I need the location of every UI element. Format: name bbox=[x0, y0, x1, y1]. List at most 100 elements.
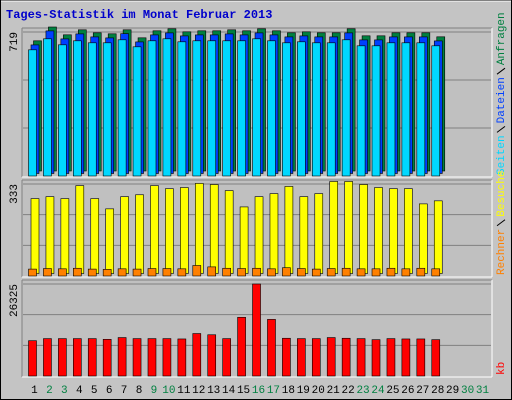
bar bbox=[326, 337, 336, 377]
bar bbox=[386, 267, 396, 277]
bar bbox=[401, 268, 411, 277]
bar bbox=[371, 339, 381, 377]
bar bbox=[147, 338, 157, 377]
bar bbox=[419, 203, 428, 274]
bar bbox=[28, 268, 37, 277]
legend-entry: Besuche bbox=[496, 171, 508, 217]
bar bbox=[58, 338, 67, 377]
bar bbox=[87, 42, 97, 177]
bar bbox=[356, 268, 366, 277]
bar bbox=[299, 196, 309, 274]
bar bbox=[416, 42, 426, 177]
bar bbox=[132, 268, 142, 277]
bar bbox=[192, 333, 202, 377]
bar bbox=[135, 194, 144, 274]
bar bbox=[344, 181, 353, 274]
bar bbox=[237, 40, 246, 177]
bar bbox=[297, 268, 306, 277]
bar bbox=[177, 41, 187, 177]
x-tick-label: 30 bbox=[461, 385, 474, 397]
bar bbox=[90, 198, 100, 274]
x-tick-label: 13 bbox=[207, 385, 220, 397]
x-tick-label: 4 bbox=[76, 385, 83, 397]
bar bbox=[329, 181, 339, 274]
x-tick-label: 28 bbox=[431, 385, 444, 397]
x-tick-label: 3 bbox=[61, 385, 68, 397]
bar bbox=[58, 44, 67, 177]
bar bbox=[58, 268, 67, 277]
bar bbox=[87, 268, 97, 277]
bar bbox=[162, 38, 172, 177]
bar bbox=[404, 188, 413, 274]
bar bbox=[401, 338, 411, 377]
bar bbox=[192, 40, 202, 177]
x-tick-label: 27 bbox=[416, 385, 429, 397]
bar bbox=[222, 40, 231, 177]
bar bbox=[389, 188, 398, 274]
bar bbox=[207, 334, 217, 377]
bar bbox=[43, 338, 52, 377]
legend-separator bbox=[496, 67, 506, 75]
x-tick-label: 29 bbox=[446, 385, 459, 397]
bar bbox=[165, 188, 174, 274]
bar bbox=[311, 42, 321, 177]
x-tick-label: 23 bbox=[356, 385, 369, 397]
legend-entry: kb bbox=[496, 362, 508, 375]
bar bbox=[416, 267, 426, 277]
bar bbox=[102, 269, 112, 277]
legend-separator bbox=[496, 219, 506, 227]
bar bbox=[371, 45, 381, 177]
x-tick-label: 1 bbox=[31, 385, 38, 397]
bar bbox=[60, 198, 70, 274]
bar bbox=[416, 338, 426, 377]
bar bbox=[267, 268, 276, 277]
bar bbox=[177, 338, 187, 377]
bar bbox=[252, 267, 261, 277]
bar bbox=[132, 46, 142, 177]
bar bbox=[43, 268, 52, 277]
bar bbox=[102, 339, 112, 377]
bar bbox=[117, 337, 127, 377]
bar bbox=[192, 265, 202, 277]
bar bbox=[386, 338, 396, 377]
bar bbox=[282, 42, 291, 177]
x-tick-label: 10 bbox=[162, 385, 175, 397]
bar bbox=[75, 185, 85, 274]
legend-entry: Dateien bbox=[496, 77, 508, 123]
bar bbox=[224, 190, 234, 274]
x-tick-label: 20 bbox=[312, 385, 325, 397]
y-tick-label: 719 bbox=[9, 32, 21, 52]
x-tick-label: 8 bbox=[136, 385, 143, 397]
bar bbox=[297, 338, 306, 377]
y-tick-label: 26325 bbox=[9, 284, 21, 317]
x-tick-label: 11 bbox=[177, 385, 191, 397]
bar bbox=[209, 184, 219, 274]
bar bbox=[150, 185, 159, 274]
bar bbox=[326, 268, 336, 277]
bar bbox=[341, 39, 351, 177]
bar bbox=[267, 319, 276, 377]
bar bbox=[222, 267, 231, 277]
bar bbox=[117, 39, 127, 177]
y-tick-label: 333 bbox=[9, 184, 21, 204]
bar bbox=[269, 193, 279, 274]
bar bbox=[311, 268, 321, 277]
bar bbox=[132, 338, 142, 377]
bar bbox=[282, 267, 291, 277]
x-tick-label: 7 bbox=[121, 385, 128, 397]
bar bbox=[386, 42, 396, 177]
bar bbox=[431, 45, 441, 177]
bar bbox=[117, 268, 127, 277]
bar bbox=[120, 196, 129, 274]
x-tick-label: 6 bbox=[106, 385, 113, 397]
bar bbox=[356, 45, 366, 177]
x-tick-label: 26 bbox=[401, 385, 414, 397]
bar bbox=[282, 337, 291, 377]
bar bbox=[359, 184, 368, 274]
bar bbox=[252, 283, 261, 377]
x-tick-label: 31 bbox=[476, 385, 490, 397]
x-tick-label: 24 bbox=[371, 385, 385, 397]
bar bbox=[401, 42, 411, 177]
bar bbox=[147, 268, 157, 277]
